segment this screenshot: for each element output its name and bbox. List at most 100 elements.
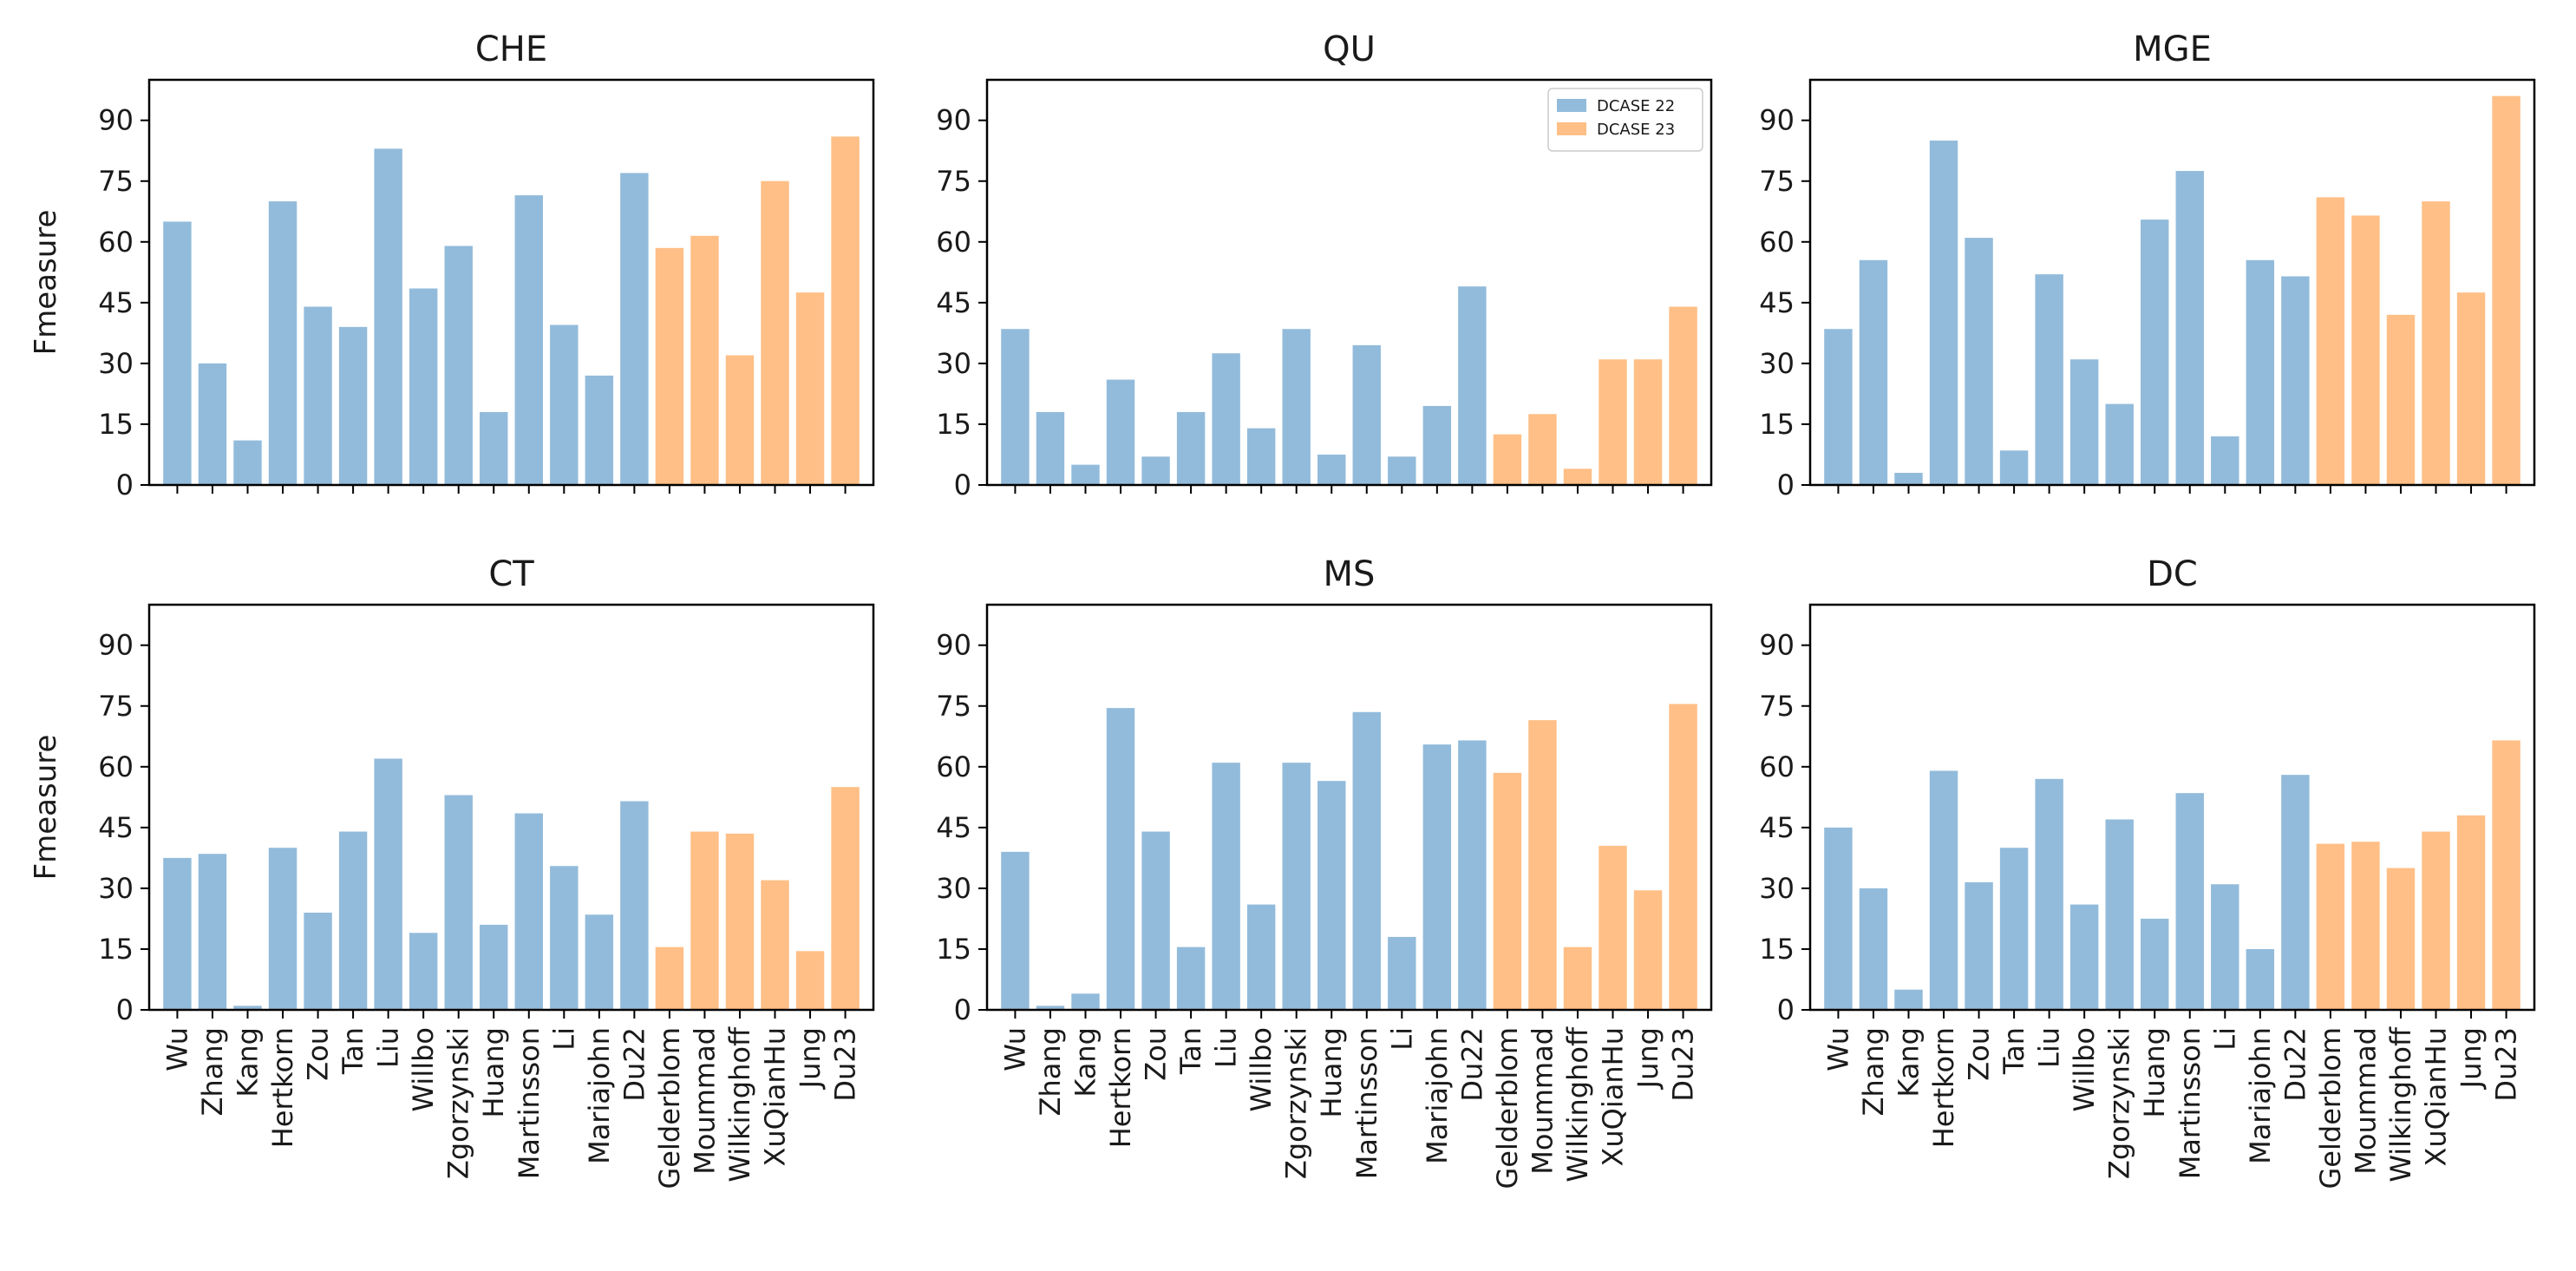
- legend-swatch-0: [1557, 99, 1586, 112]
- y-tick-label: 75: [936, 690, 971, 723]
- bar-qu-du23: [1669, 306, 1697, 485]
- bar-mge-tan: [1999, 450, 2029, 485]
- y-tick-label: 90: [98, 629, 134, 662]
- y-tick-label: 15: [936, 408, 971, 441]
- bar-ct-li: [550, 866, 579, 1010]
- y-tick-label: 30: [98, 872, 134, 905]
- x-tick-label-liu: Liu: [2033, 1027, 2066, 1068]
- x-tick-label-kang: Kang: [232, 1027, 265, 1097]
- x-tick-label-du22: Du22: [1455, 1027, 1488, 1102]
- bar-qu-zou: [1141, 456, 1170, 485]
- y-tick-label: 15: [1759, 408, 1795, 441]
- subplot-title: DC: [2147, 554, 2198, 594]
- bar-mge-hertkorn: [1929, 141, 1958, 486]
- bar-ms-huang: [1317, 781, 1346, 1010]
- bar-dc-li: [2211, 884, 2239, 1010]
- bar-che-willbo: [409, 288, 438, 485]
- bar-mge-du23: [2492, 95, 2520, 486]
- x-tick-label-huang: Huang: [477, 1027, 510, 1118]
- subplot-title: MS: [1324, 554, 1376, 594]
- y-tick-label: 75: [1759, 165, 1795, 198]
- bar-qu-willbo: [1246, 428, 1276, 485]
- legend-box: [1547, 88, 1703, 152]
- bar-ms-liu: [1212, 763, 1240, 1010]
- bar-ms-zgorzynski: [1282, 763, 1311, 1010]
- y-tick-label: 45: [98, 811, 134, 844]
- y-tick-label: 75: [98, 165, 134, 198]
- x-tick-label-martinsson: Martinsson: [2174, 1027, 2207, 1179]
- axes-frame: [985, 78, 1713, 487]
- y-tick-label: 15: [1759, 933, 1795, 966]
- axes-frame: [147, 603, 875, 1012]
- bar-che-tan: [338, 326, 368, 485]
- bar-qu-martinsson: [1352, 344, 1381, 485]
- bar-ct-hertkorn: [268, 848, 297, 1010]
- x-tick-label-moummad: Moummad: [1526, 1027, 1559, 1175]
- bar-ct-liu: [374, 758, 402, 1010]
- bar-che-du23: [831, 136, 860, 485]
- x-tick-label-tan: Tan: [337, 1027, 369, 1075]
- x-tick-label-liu: Liu: [1210, 1027, 1243, 1068]
- x-tick-label-xuqianhu: XuQianHu: [759, 1027, 792, 1167]
- bar-mge-moummad: [2351, 215, 2380, 485]
- x-tick-label-zou: Zou: [1963, 1027, 1996, 1081]
- x-tick-label-wu: Wu: [1821, 1027, 1854, 1071]
- x-tick-label-zhang: Zhang: [1034, 1027, 1067, 1116]
- x-tick-label-li: Li: [2208, 1027, 2241, 1051]
- bar-ms-xuqianhu: [1599, 845, 1627, 1010]
- bar-ms-du23: [1669, 704, 1697, 1010]
- bar-mge-jung: [2456, 292, 2486, 485]
- bar-ms-moummad: [1528, 720, 1557, 1010]
- x-tick-label-zgorzynski: Zgorzynski: [442, 1027, 475, 1179]
- x-tick-label-huang: Huang: [2138, 1027, 2171, 1118]
- x-tick-label-zou: Zou: [1140, 1027, 1173, 1081]
- y-tick-label: 0: [954, 468, 971, 501]
- bar-ct-du23: [831, 787, 860, 1010]
- legend-label-0: DCASE 22: [1597, 97, 1675, 115]
- bar-qu-huang: [1317, 454, 1346, 485]
- bar-dc-zgorzynski: [2105, 819, 2134, 1010]
- x-tick-label-jung: Jung: [2455, 1027, 2488, 1090]
- y-tick-label: 75: [98, 690, 134, 723]
- x-tick-label-xuqianhu: XuQianHu: [2420, 1027, 2453, 1167]
- x-tick-label-moummad: Moummad: [2349, 1027, 2382, 1175]
- x-tick-label-mariajohn: Mariajohn: [1421, 1027, 1454, 1164]
- bar-dc-kang: [1894, 989, 1923, 1010]
- x-tick-label-hertkorn: Hertkorn: [1927, 1027, 1960, 1148]
- bar-mge-liu: [2035, 274, 2063, 485]
- subplot-title: MGE: [2133, 29, 2212, 69]
- y-tick-label: 75: [1759, 690, 1795, 723]
- bar-qu-wu: [1001, 329, 1030, 485]
- x-tick-label-zou: Zou: [302, 1027, 335, 1081]
- bar-ct-wu: [163, 857, 192, 1011]
- bar-qu-moummad: [1528, 414, 1557, 485]
- x-tick-label-wu: Wu: [998, 1027, 1031, 1071]
- bar-che-gelderblom: [655, 247, 684, 485]
- bar-ct-moummad: [690, 831, 719, 1010]
- bar-dc-martinsson: [2175, 793, 2204, 1010]
- x-tick-label-gelderblom: Gelderblom: [2314, 1027, 2347, 1189]
- y-tick-label: 0: [954, 993, 971, 1026]
- bar-mge-xuqianhu: [2422, 201, 2450, 485]
- bar-qu-du22: [1458, 286, 1487, 485]
- subplot-title: QU: [1323, 29, 1376, 69]
- x-tick-label-li: Li: [547, 1027, 580, 1051]
- bar-dc-wilkinghoff: [2386, 868, 2416, 1010]
- axes-frame: [1808, 78, 2536, 487]
- x-tick-label-wilkinghoff: Wilkinghoff: [1561, 1026, 1594, 1183]
- y-tick-label: 90: [1759, 629, 1795, 662]
- x-tick-label-gelderblom: Gelderblom: [653, 1027, 686, 1189]
- bar-dc-huang: [2141, 918, 2169, 1010]
- legend-label-1: DCASE 23: [1597, 121, 1675, 139]
- bar-ms-mariajohn: [1422, 744, 1452, 1010]
- bar-ms-zhang: [1036, 1006, 1065, 1010]
- y-tick-label: 75: [936, 165, 971, 198]
- bar-che-liu: [374, 148, 402, 485]
- y-axis-label: Fmeasure: [29, 210, 63, 356]
- bar-dc-willbo: [2069, 904, 2099, 1010]
- y-tick-label: 60: [936, 226, 971, 259]
- bar-mge-kang: [1894, 472, 1923, 485]
- x-tick-label-wilkinghoff: Wilkinghoff: [2384, 1026, 2417, 1183]
- bar-qu-wilkinghoff: [1563, 468, 1592, 485]
